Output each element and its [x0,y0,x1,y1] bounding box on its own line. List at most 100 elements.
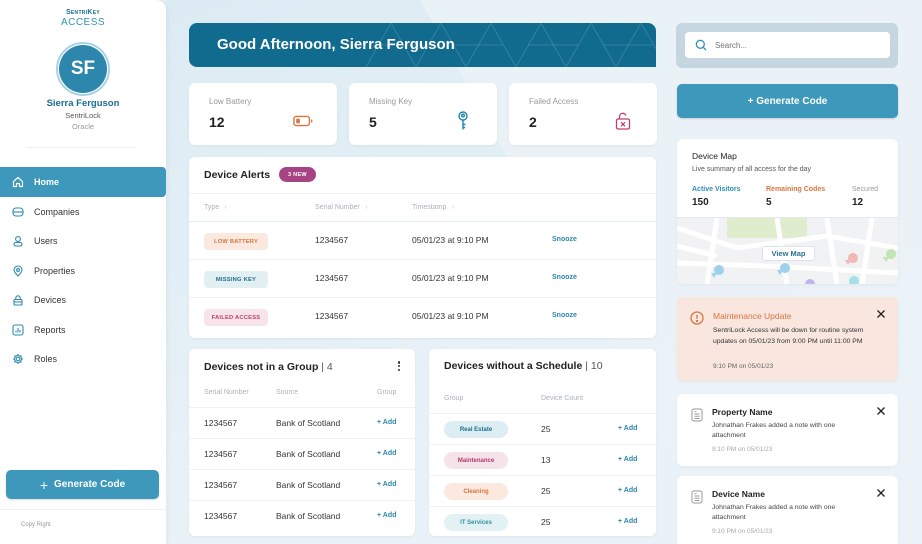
serial-number: 1234567 [315,311,349,321]
device-count: 25 [541,486,551,496]
sidebar-item-users[interactable]: Users [0,227,166,257]
devices-without-schedule-card: Devices without a Schedule | 10 Group De… [429,349,656,536]
sidebar-item-label: Reports [34,324,66,335]
serial-number: 1234567 [204,418,238,428]
device-map-title: Device Map [692,151,737,161]
column-header-group: Group [444,395,464,402]
sidebar-item-label: Companies [34,206,80,217]
map-preview[interactable]: View Map [677,217,898,284]
snooze-link[interactable]: Snooze [552,236,577,243]
sidebar-item-label: Devices [34,295,67,306]
brand-line2: ACCESS [60,17,106,28]
source: Bank of Scotland [276,449,341,459]
note-body: Johnathan Frakes added a note with one a… [712,504,836,521]
document-icon [691,408,703,422]
sidebar-item-properties[interactable]: Properties [0,256,166,286]
device-map-card: Device Map Live summary of all access fo… [677,139,898,284]
stat-label: Missing Key [369,97,413,106]
stat-label: Low Battery [209,97,252,106]
timestamp: 05/01/23 at 9:10 PM [412,311,489,321]
stat-label: Failed Access [529,97,579,106]
table-row: Maintenance 13 + Add [429,444,656,475]
devices-count: 10 [590,360,603,372]
alert-type-pill: LOW BATTERY [204,233,268,250]
source: Bank of Scotland [276,418,341,428]
column-header-source: Source [276,389,299,396]
timestamp: 05/01/23 at 9:10 PM [412,273,489,283]
more-options-icon[interactable] [395,359,403,373]
note-body: Johnathan Frakes added a note with one a… [712,422,836,439]
greeting-title: Good Afternoon, Sierra Ferguson [217,36,455,53]
add-group-button[interactable]: + Add [377,450,397,457]
key-icon [453,111,473,130]
snooze-link[interactable]: Snooze [552,274,577,281]
note-notification: Device Name Johnathan Frakes added a not… [677,476,898,544]
maintenance-timestamp: 9:10 PM on 05/01/23 [713,363,774,370]
greeting-banner: Good Afternoon, Sierra Ferguson [189,23,656,67]
column-header-device-count: Device Count [541,395,584,402]
add-schedule-button[interactable]: + Add [618,518,638,525]
divider [0,509,166,510]
stat-card-missing-key[interactable]: Missing Key 5 [349,83,497,145]
add-schedule-button[interactable]: + Add [618,487,638,494]
group-pill: Maintenance [444,452,508,469]
search-input[interactable] [715,40,875,50]
table-row: Real Estate 25 + Add [429,413,656,444]
column-header-type[interactable]: Type ↑ [204,204,228,211]
close-icon[interactable] [876,309,886,319]
view-map-button[interactable]: View Map [762,246,815,261]
unlock-failed-icon [613,112,633,130]
search-box[interactable] [685,32,890,58]
sidebar-generate-code-button[interactable]: + Generate Code [6,470,159,499]
user-company: SentriLock [65,111,101,120]
alert-type-pill: FAILED ACCESS [204,309,268,326]
sidebar-item-home[interactable]: Home [0,167,166,197]
device-map-subtitle: Live summary of all access for the day [692,166,812,173]
close-icon[interactable] [876,488,886,498]
add-schedule-button[interactable]: + Add [618,456,638,463]
sidebar-item-label: Roles [34,354,58,365]
new-alerts-badge: 3 NEW [279,167,316,182]
add-group-button[interactable]: + Add [377,419,397,426]
stat-card-failed-access[interactable]: Failed Access 2 [509,83,657,145]
note-timestamp: 9:10 PM on 05/01/23 [712,446,773,453]
document-icon [691,490,703,504]
gear-icon [12,353,24,365]
source: Bank of Scotland [276,511,341,521]
stat-card-low-battery[interactable]: Low Battery 12 [189,83,337,145]
column-header-timestamp[interactable]: Timestamp ↑ [412,204,455,211]
group-pill: Real Estate [444,421,508,438]
geometric-pattern-icon [365,23,656,67]
sidebar-item-companies[interactable]: Companies [0,197,166,227]
sidebar-nav: Home Companies Users Properties Devices … [0,167,166,374]
devices-list: 1234567 Bank of Scotland + Add 1234567 B… [189,407,415,531]
user-name[interactable]: Sierra Ferguson [46,98,120,109]
map-stat-active-visitors: Active Visitors 150 [692,186,741,208]
sidebar-item-reports[interactable]: Reports [0,315,166,345]
devices-not-in-group-title: Devices not in a Group | 4 [204,361,333,373]
add-group-button[interactable]: + Add [377,512,397,519]
source: Bank of Scotland [276,480,341,490]
note-title: Property Name [712,407,773,417]
timestamp: 05/01/23 at 9:10 PM [412,235,489,245]
map-streets-icon [677,218,898,284]
brand-logo[interactable]: SentriKey ACCESS [0,9,166,28]
sort-arrow-icon: ↑ [224,205,228,211]
close-icon[interactable] [876,406,886,416]
battery-low-icon [293,113,313,129]
note-notification: Property Name Johnathan Frakes added a n… [677,394,898,466]
avatar[interactable]: SF [56,42,110,96]
table-row: LOW BATTERY 1234567 05/01/23 at 9:10 PM … [189,222,656,260]
sidebar-item-devices[interactable]: Devices [0,286,166,316]
divider [26,147,136,148]
lock-icon [12,294,24,306]
add-group-button[interactable]: + Add [377,481,397,488]
sidebar-item-roles[interactable]: Roles [0,345,166,375]
snooze-link[interactable]: Snooze [552,312,577,319]
table-row: IT Services 25 + Add [429,506,656,536]
column-header-serial[interactable]: Serial Number ↑ [315,204,368,211]
add-schedule-button[interactable]: + Add [618,425,638,432]
table-row: 1234567 Bank of Scotland + Add [189,500,415,531]
serial-number: 1234567 [204,449,238,459]
generate-code-button[interactable]: + Generate Code [677,84,898,118]
